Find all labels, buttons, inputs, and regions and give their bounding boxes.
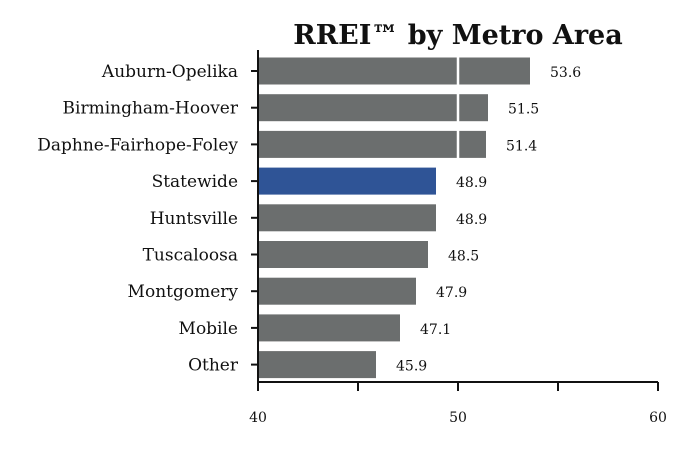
bar — [258, 351, 376, 379]
bar — [258, 57, 530, 85]
value-label: 47.9 — [436, 285, 467, 301]
value-label: 48.5 — [448, 249, 479, 265]
category-label: Montgomery — [128, 282, 239, 302]
category-label: Statewide — [152, 172, 238, 192]
category-label: Tuscaloosa — [143, 246, 238, 266]
bar — [258, 130, 486, 158]
value-label: 53.6 — [550, 65, 581, 81]
category-label: Auburn-Opelika — [101, 62, 238, 82]
category-label: Birmingham-Hoover — [63, 99, 239, 119]
value-label: 48.9 — [456, 175, 487, 191]
bar — [258, 314, 400, 342]
category-labels: Auburn-Opelika Birmingham-Hoover Daphne-Fa… — [37, 62, 239, 376]
value-label: 51.4 — [506, 138, 537, 154]
bar — [258, 277, 416, 305]
chart-title: RREI™ by Metro Area — [293, 20, 622, 51]
bar — [258, 204, 436, 232]
value-label: 51.5 — [508, 102, 539, 118]
bar — [258, 94, 488, 122]
bars-group — [258, 57, 530, 379]
category-label: Huntsville — [150, 209, 238, 229]
x-tick-label: 50 — [449, 410, 467, 426]
bar — [258, 167, 436, 195]
category-label: Mobile — [179, 319, 238, 339]
category-label: Other — [188, 356, 239, 376]
category-label: Daphne-Fairhope-Foley — [37, 135, 238, 155]
x-tick-label: 60 — [649, 410, 667, 426]
value-labels: 53.6 51.5 51.4 48.9 48.9 48.5 47.9 47.1 45.9 — [396, 65, 581, 375]
value-label: 47.1 — [420, 322, 451, 338]
value-label: 45.9 — [396, 359, 427, 375]
bar — [258, 241, 428, 268]
value-label: 48.9 — [456, 212, 487, 228]
x-tick-label: 40 — [249, 410, 267, 426]
axes: 40 50 60 — [249, 50, 667, 426]
